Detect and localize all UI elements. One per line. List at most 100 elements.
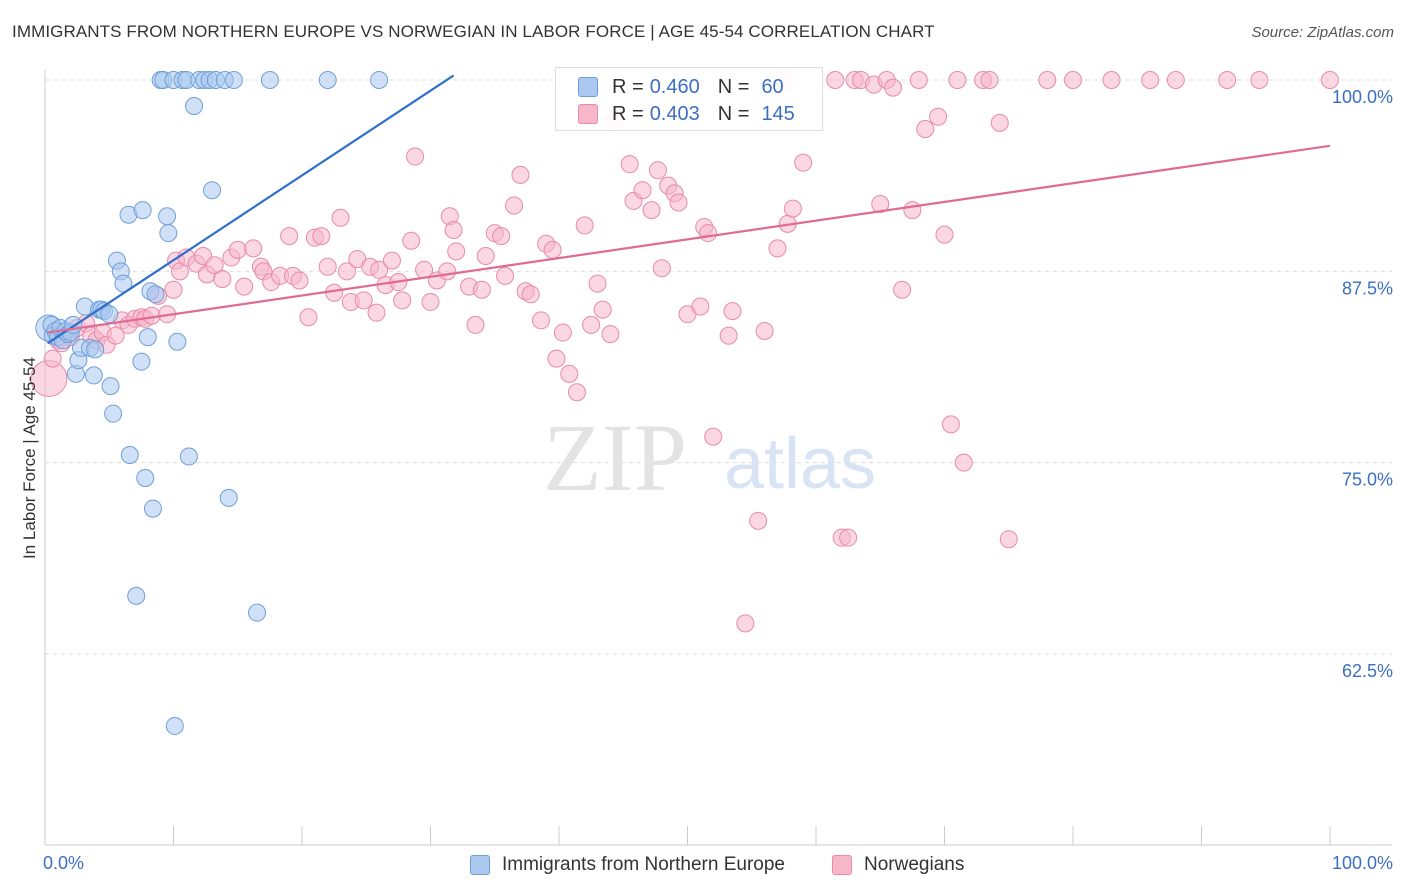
pink-point xyxy=(382,251,401,270)
blue-point xyxy=(370,71,389,89)
pink-point xyxy=(543,240,562,259)
x-tick-label-max: 100.0% xyxy=(1332,853,1393,873)
pink-point xyxy=(903,201,922,220)
pink-point xyxy=(749,511,768,530)
blue-point xyxy=(101,377,120,396)
pink-point xyxy=(1102,71,1121,89)
pink-point xyxy=(633,181,652,200)
blue-point xyxy=(168,332,187,351)
pink-point xyxy=(521,285,540,304)
pink-point xyxy=(948,71,967,89)
pink-point xyxy=(1038,71,1057,89)
pink-point xyxy=(691,297,710,316)
pink-point xyxy=(893,280,912,299)
blue-point xyxy=(120,446,139,465)
pink-point xyxy=(736,614,755,633)
pink-point xyxy=(1141,71,1160,89)
pink-point xyxy=(783,199,802,218)
axis-layer xyxy=(44,70,1392,846)
pink-point xyxy=(699,224,718,243)
blue-point xyxy=(143,499,162,518)
r-label: R = xyxy=(612,102,644,125)
pink-point xyxy=(719,326,738,345)
pink-swatch xyxy=(832,855,852,875)
watermark-atlas: atlas xyxy=(724,424,876,504)
pink-point xyxy=(648,161,667,180)
blue-point xyxy=(127,586,146,605)
pink-point xyxy=(593,300,612,319)
blue-point xyxy=(165,716,184,735)
blue-point xyxy=(138,328,157,347)
points-layer xyxy=(30,71,1339,735)
y-tick-label: 87.5% xyxy=(1342,278,1393,298)
pink-point xyxy=(941,415,960,434)
pink-point xyxy=(290,271,309,290)
pink-point xyxy=(601,325,620,344)
blue-point xyxy=(318,71,337,89)
pink-point xyxy=(505,196,524,215)
pink-point xyxy=(299,308,318,327)
pink-point xyxy=(582,315,601,334)
pink-point xyxy=(826,71,845,89)
blue-point xyxy=(136,468,155,487)
source-label: Source: ZipAtlas.com xyxy=(1251,24,1394,41)
r-value: 0.460 xyxy=(649,75,700,98)
pink-point xyxy=(954,453,973,472)
pink-point xyxy=(560,364,579,383)
pink-point xyxy=(244,239,263,258)
y-tick-label: 100.0% xyxy=(1332,87,1393,107)
pink-point xyxy=(318,257,337,276)
stats-row-norwegians: R = 0.403 N = 145 xyxy=(578,101,795,127)
pink-point xyxy=(588,274,607,293)
stats-row-northern-europe: R = 0.460 N = 60 xyxy=(578,74,784,100)
pink-point xyxy=(447,242,466,261)
watermark: ZIP atlas xyxy=(543,404,876,511)
pink-point xyxy=(871,194,890,213)
blue-point xyxy=(104,404,123,423)
y-tick-label: 62.5% xyxy=(1342,661,1393,681)
pink-point xyxy=(794,153,813,172)
pink-point xyxy=(1218,71,1237,89)
pink-point xyxy=(164,280,183,299)
pink-point xyxy=(990,113,1009,132)
pink-point xyxy=(406,147,425,166)
watermark-zip: ZIP xyxy=(543,404,687,511)
pink-point xyxy=(476,247,495,266)
pink-point xyxy=(755,322,774,341)
pink-point xyxy=(999,530,1018,549)
x-tick-label-min: 0.0% xyxy=(43,853,84,873)
pink-point xyxy=(106,326,125,345)
n-value: 145 xyxy=(761,102,795,125)
pink-point xyxy=(466,315,485,334)
legend-item-northern-europe[interactable]: Immigrants from Northern Europe xyxy=(470,852,785,878)
legend-label: Immigrants from Northern Europe xyxy=(502,854,785,875)
stats-legend: R = 0.460 N = 60 R = 0.403 N = 145 xyxy=(555,67,823,131)
pink-point xyxy=(402,231,421,250)
pink-trend-line xyxy=(47,144,1331,334)
trend-layer xyxy=(46,74,1331,345)
pink-point xyxy=(1321,71,1339,89)
legend-item-norwegians[interactable]: Norwegians xyxy=(832,852,964,878)
pink-point xyxy=(444,221,463,240)
blue-point xyxy=(132,352,151,371)
pink-point xyxy=(553,323,572,342)
pink-point xyxy=(393,291,412,310)
pink-point xyxy=(935,225,954,244)
blue-point xyxy=(203,181,222,200)
pink-point xyxy=(1064,71,1082,89)
pink-point xyxy=(370,260,389,279)
r-value: 0.403 xyxy=(649,102,700,125)
pink-point xyxy=(496,266,515,285)
pink-point xyxy=(704,427,723,446)
blue-point xyxy=(260,71,279,89)
blue-trend-line xyxy=(46,74,455,345)
pink-point xyxy=(652,259,671,278)
pink-point xyxy=(235,277,254,296)
pink-swatch xyxy=(578,104,598,124)
y-tick-label: 75.0% xyxy=(1342,470,1393,490)
blue-point xyxy=(133,201,152,220)
n-label: N = xyxy=(717,102,750,125)
pink-point xyxy=(884,78,903,97)
blue-point xyxy=(100,305,119,324)
